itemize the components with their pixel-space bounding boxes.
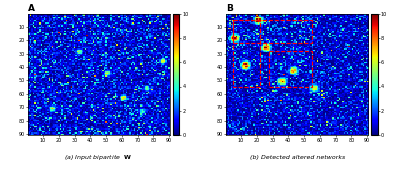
Bar bbox=[233, 20, 312, 43]
Bar bbox=[269, 51, 312, 87]
Bar bbox=[233, 20, 260, 87]
Text: A: A bbox=[28, 4, 35, 13]
Text: (a) Input bipartite  $\mathbf{W}$: (a) Input bipartite $\mathbf{W}$ bbox=[64, 153, 132, 162]
Text: B: B bbox=[226, 4, 233, 13]
Text: (b) Detected altered networks: (b) Detected altered networks bbox=[250, 155, 346, 160]
